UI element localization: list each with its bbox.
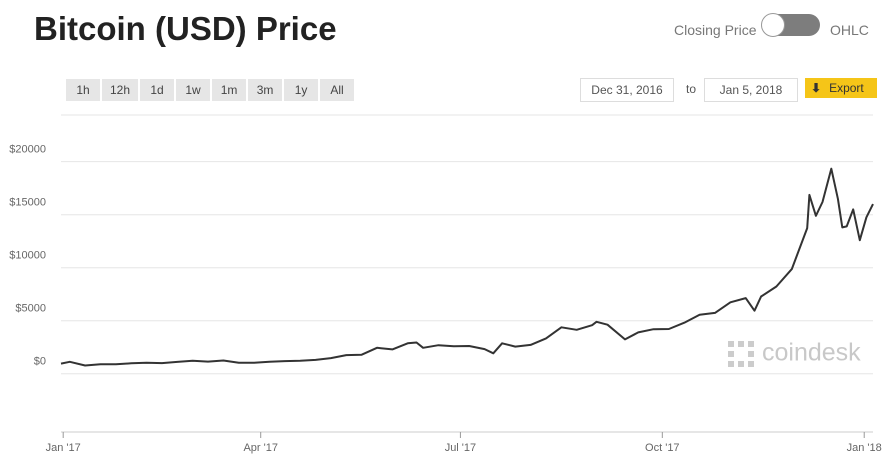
toggle-switch[interactable] [761, 13, 820, 37]
watermark-logo [728, 341, 754, 367]
y-tick-label: $0 [34, 356, 46, 368]
range-button[interactable]: 3m [248, 79, 283, 101]
export-label: Export [829, 81, 864, 95]
export-button[interactable]: ⬇ Export [805, 78, 877, 98]
range-button[interactable]: 1d [140, 79, 175, 101]
x-tick-label: Apr '17 [243, 442, 278, 454]
range-button[interactable]: All [320, 79, 355, 101]
range-button[interactable]: 12h [102, 79, 139, 101]
range-buttons: 1h 12h 1d 1w 1m 3m 1y All [66, 79, 355, 101]
range-button[interactable]: 1y [284, 79, 319, 101]
toggle-right-label[interactable]: OHLC [830, 22, 869, 38]
date-separator: to [686, 82, 697, 96]
toggle-left-label[interactable]: Closing Price [674, 22, 757, 38]
toggle-knob [761, 13, 785, 37]
x-tick-label: Jan '17 [46, 442, 81, 454]
range-button[interactable]: 1m [212, 79, 247, 101]
page-title: Bitcoin (USD) Price [34, 10, 337, 47]
price-line [60, 167, 874, 367]
x-tick-label: Oct '17 [645, 442, 680, 454]
date-from[interactable]: Dec 31, 2016 [580, 78, 674, 102]
x-tick-label: Jan '18 [847, 442, 882, 454]
y-tick-label: $10000 [9, 250, 46, 262]
y-tick-label: $5000 [15, 303, 46, 315]
range-button[interactable]: 1h [66, 79, 100, 101]
x-tick-label: Jul '17 [445, 442, 476, 454]
y-tick-label: $20000 [9, 144, 46, 156]
date-to[interactable]: Jan 5, 2018 [704, 78, 798, 102]
range-button[interactable]: 1w [176, 79, 211, 101]
watermark: coindesk [762, 339, 861, 367]
y-tick-label: $15000 [9, 197, 46, 209]
export-icon: ⬇ [811, 81, 822, 95]
